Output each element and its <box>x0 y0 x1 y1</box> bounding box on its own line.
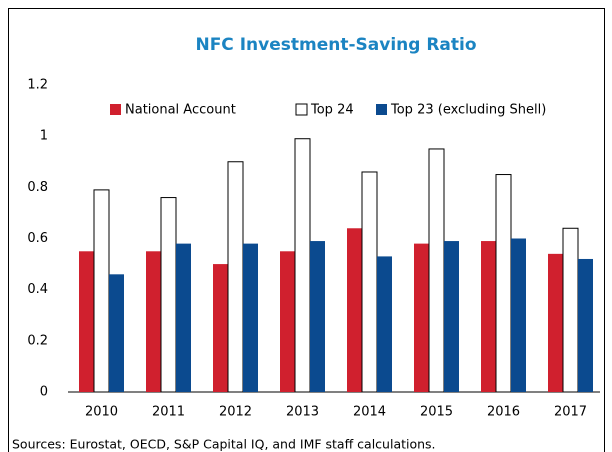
bar <box>176 243 191 392</box>
y-tick-label: 0.6 <box>27 231 48 246</box>
frame <box>8 8 605 452</box>
bar <box>511 238 526 392</box>
x-tick-label: 2010 <box>85 405 118 420</box>
bar <box>243 243 258 392</box>
chart-title: NFC Investment-Saving Ratio <box>195 35 476 55</box>
y-tick-label: 1 <box>40 129 48 144</box>
legend-label: National Account <box>125 103 236 118</box>
bar <box>495 174 512 393</box>
bar <box>93 189 110 393</box>
source-note: Sources: Eurostat, OECD, S&P Capital IQ,… <box>12 437 436 452</box>
x-tick-label: 2012 <box>219 405 252 420</box>
legend-swatch <box>110 104 121 115</box>
bar <box>347 228 362 392</box>
x-tick-label: 2016 <box>487 405 520 420</box>
bar <box>548 253 563 392</box>
bar <box>481 241 496 392</box>
bar <box>361 171 378 393</box>
x-tick-label: 2015 <box>420 405 453 420</box>
y-tick-label: 0 <box>40 385 48 400</box>
legend-label: Top 23 (excluding Shell) <box>390 103 546 118</box>
x-tick-label: 2011 <box>152 405 185 420</box>
x-tick-label: 2013 <box>286 405 319 420</box>
bar <box>310 241 325 392</box>
x-tick-label: 2014 <box>353 405 386 420</box>
bar <box>160 197 177 393</box>
bar <box>280 251 295 392</box>
y-tick-label: 0.2 <box>27 333 48 348</box>
bar <box>562 227 579 393</box>
bar <box>227 161 244 393</box>
bar <box>428 148 445 393</box>
bar <box>578 258 593 392</box>
bar <box>377 256 392 392</box>
bar <box>146 251 161 392</box>
bar <box>79 251 94 392</box>
bar <box>444 241 459 392</box>
y-tick-label: 0.8 <box>27 180 48 195</box>
x-tick-label: 2017 <box>554 405 587 420</box>
legend-swatch <box>295 103 308 116</box>
bar <box>109 274 124 392</box>
y-tick-label: 0.4 <box>27 282 48 297</box>
y-tick-label: 1.2 <box>27 78 48 93</box>
bar <box>294 138 311 393</box>
legend-label: Top 24 <box>310 103 354 118</box>
bar <box>414 243 429 392</box>
legend-swatch <box>376 104 387 115</box>
bar <box>213 264 228 392</box>
